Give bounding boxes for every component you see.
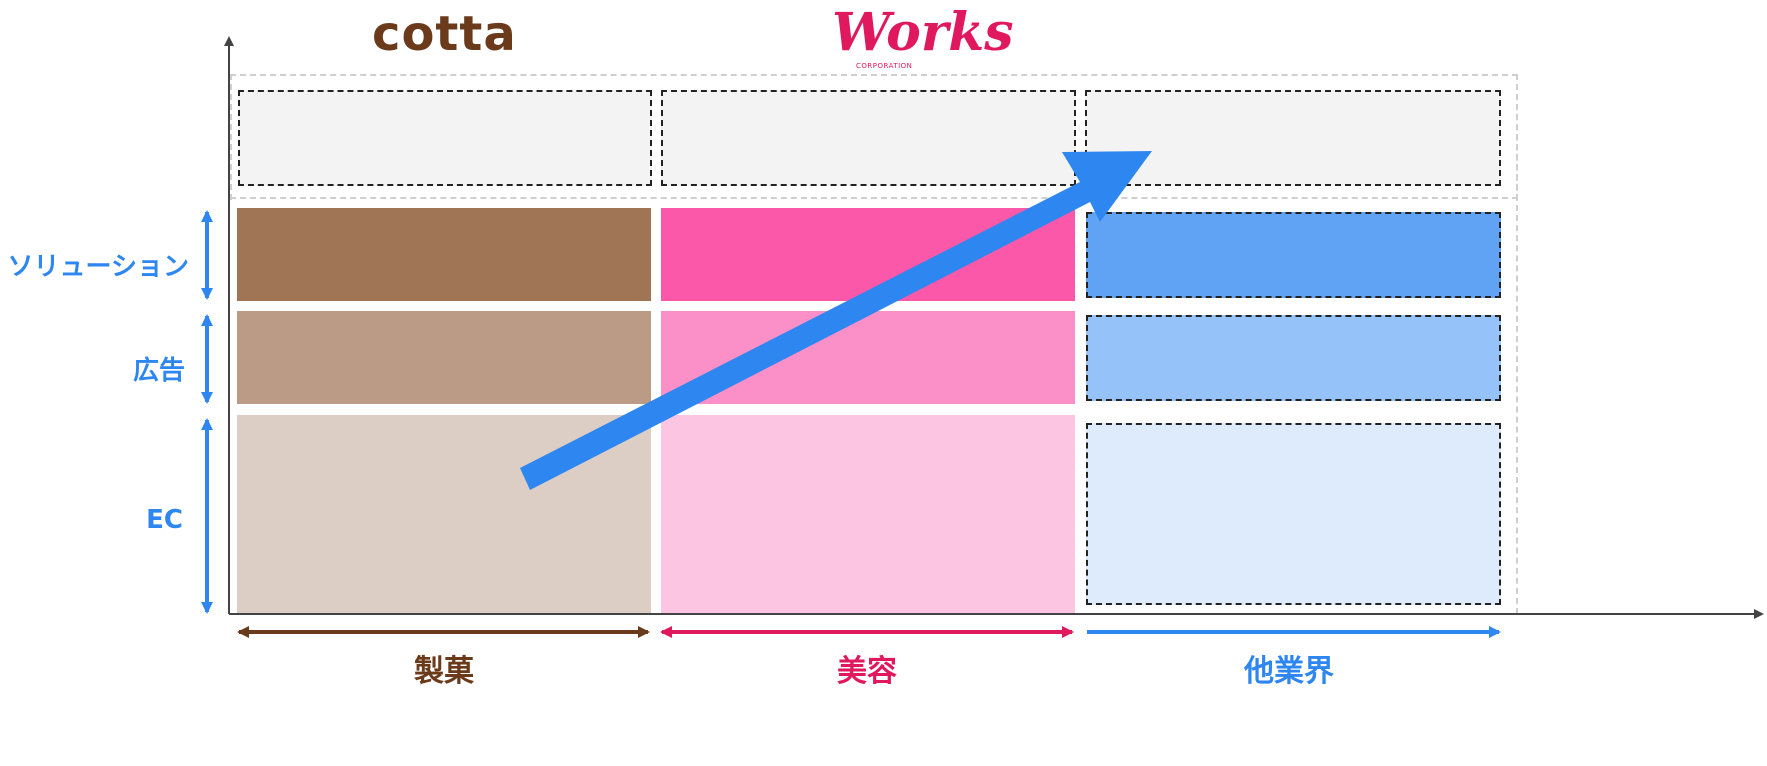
- works-logo: Works: [832, 2, 1014, 63]
- cotta-logo: cotta: [372, 6, 517, 62]
- row-label-ec: EC: [146, 505, 183, 535]
- confectionery-solution-block: [237, 208, 651, 301]
- top-band-separator: [230, 197, 1518, 199]
- confectionery-ad-block: [237, 311, 651, 404]
- top-placeholder-confectionery: [238, 90, 652, 186]
- row-label-advertising: 広告: [132, 356, 185, 386]
- other-ec-block: [1086, 423, 1501, 605]
- column-label-confectionery: 製菓: [414, 654, 474, 689]
- works-logo-subtitle: CORPORATION: [856, 62, 913, 70]
- row-label-solution: ソリューション: [7, 252, 189, 282]
- top-placeholder-other: [1085, 90, 1501, 186]
- right-frame-edge: [1516, 74, 1518, 614]
- beauty-ad-block: [661, 311, 1075, 404]
- other-ad-block: [1086, 315, 1501, 401]
- top-placeholder-beauty: [661, 90, 1076, 186]
- other-solution-block: [1086, 212, 1501, 298]
- column-label-beauty: 美容: [837, 654, 897, 689]
- growth-arrow: [520, 151, 1152, 490]
- column-label-other: 他業界: [1244, 654, 1334, 689]
- beauty-ec-block: [661, 415, 1075, 615]
